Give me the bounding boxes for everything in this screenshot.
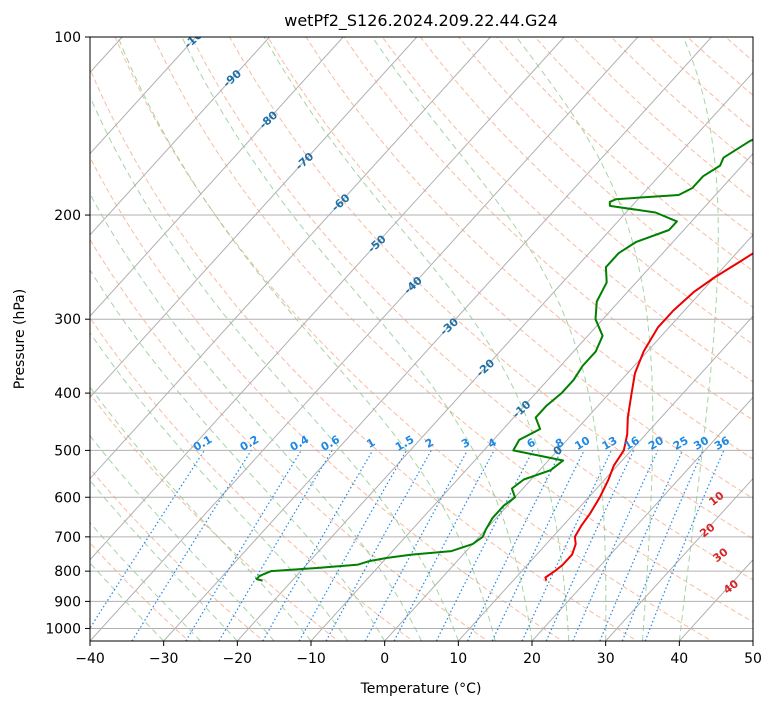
moist-adiabat bbox=[263, 37, 570, 641]
isotherm bbox=[457, 315, 753, 641]
dry-adiabat bbox=[90, 67, 638, 641]
isotherm bbox=[90, 37, 270, 236]
dry-adiabat bbox=[267, 37, 753, 500]
mixing-ratio-line bbox=[90, 450, 205, 630]
x-tick-label: 30 bbox=[597, 651, 615, 667]
mixing-ratio-line bbox=[364, 450, 468, 641]
dry-adiabat bbox=[90, 316, 414, 641]
x-tick-label: 10 bbox=[449, 651, 467, 667]
isotherm bbox=[90, 37, 565, 561]
y-axis-title: Pressure (hPa) bbox=[12, 289, 28, 389]
mixing-ratio-line bbox=[621, 450, 704, 641]
moist-adiabat bbox=[516, 37, 654, 641]
isotherm bbox=[236, 71, 753, 641]
mixing-ratio-line bbox=[599, 450, 684, 641]
dry-adiabat bbox=[381, 37, 753, 383]
plot-frame bbox=[89, 36, 754, 642]
moist-adiabat bbox=[90, 269, 386, 641]
dry-adiabat bbox=[458, 37, 753, 308]
moist-adiabat bbox=[678, 37, 719, 641]
y-tick-label: 200 bbox=[54, 208, 81, 224]
mixing-ratio-line bbox=[435, 450, 534, 641]
y-tick-label: 600 bbox=[54, 490, 81, 506]
moist-adiabat bbox=[371, 37, 607, 641]
x-axis-title: Temperature (°C) bbox=[360, 681, 482, 697]
x-tick-label: −10 bbox=[296, 651, 326, 667]
x-tick-label: 40 bbox=[670, 651, 688, 667]
profile-series bbox=[255, 138, 753, 582]
isotherm bbox=[90, 37, 197, 155]
isotherm bbox=[90, 37, 418, 399]
isotherm bbox=[310, 152, 753, 641]
mixing-ratio-line bbox=[325, 450, 432, 641]
y-tick-label: 300 bbox=[54, 312, 81, 328]
dewpoint-profile-line bbox=[255, 138, 753, 582]
y-tick-label: 800 bbox=[54, 564, 81, 580]
x-tick-label: 20 bbox=[523, 651, 541, 667]
dry-adiabat bbox=[343, 37, 753, 421]
mixing-ratio-line bbox=[185, 450, 302, 641]
y-axis: 100 200 300 400 500 600 700 800 900 1000 bbox=[45, 30, 90, 638]
isotherm bbox=[163, 37, 712, 641]
y-tick-label: 900 bbox=[54, 594, 81, 610]
x-tick-label: −20 bbox=[223, 651, 253, 667]
y-tick-label: 400 bbox=[54, 386, 81, 402]
y-tick-label: 700 bbox=[54, 530, 81, 546]
mixing-ratio-line bbox=[644, 450, 725, 641]
isotherm bbox=[90, 37, 344, 317]
moist-adiabat bbox=[181, 37, 533, 641]
isotherm bbox=[605, 477, 753, 641]
moist-adiabat bbox=[117, 37, 496, 641]
moist-adiabat bbox=[90, 434, 275, 641]
mixing-ratio-line bbox=[572, 450, 659, 641]
isotherm bbox=[531, 396, 753, 641]
dry-adiabat bbox=[191, 37, 753, 581]
chart-title: wetPf2_S126.2024.209.22.44.G24 bbox=[284, 11, 558, 31]
background-lines bbox=[90, 37, 753, 641]
isotherm bbox=[90, 37, 639, 641]
x-tick-label: −30 bbox=[149, 651, 179, 667]
temperature-profile-line bbox=[544, 252, 753, 581]
mixing-ratio-line bbox=[466, 450, 562, 641]
mixing-ratio-line bbox=[545, 450, 635, 641]
moist-adiabat bbox=[90, 479, 238, 641]
y-tick-label: 500 bbox=[54, 443, 81, 459]
x-tick-label: −40 bbox=[75, 651, 105, 667]
moist-adiabat bbox=[90, 95, 459, 641]
x-tick-label: 0 bbox=[380, 651, 389, 667]
moist-adiabat bbox=[90, 331, 349, 641]
mixing-ratio-line bbox=[298, 450, 407, 641]
isotherm bbox=[90, 37, 491, 480]
x-axis: −40 −30 −20 −10 0 10 20 30 40 50 bbox=[75, 641, 762, 667]
y-tick-label: 1000 bbox=[45, 622, 81, 638]
x-tick-label: 50 bbox=[744, 651, 762, 667]
y-tick-label: 100 bbox=[54, 30, 81, 46]
isotherm bbox=[384, 234, 753, 641]
dry-adiabat bbox=[229, 37, 753, 540]
